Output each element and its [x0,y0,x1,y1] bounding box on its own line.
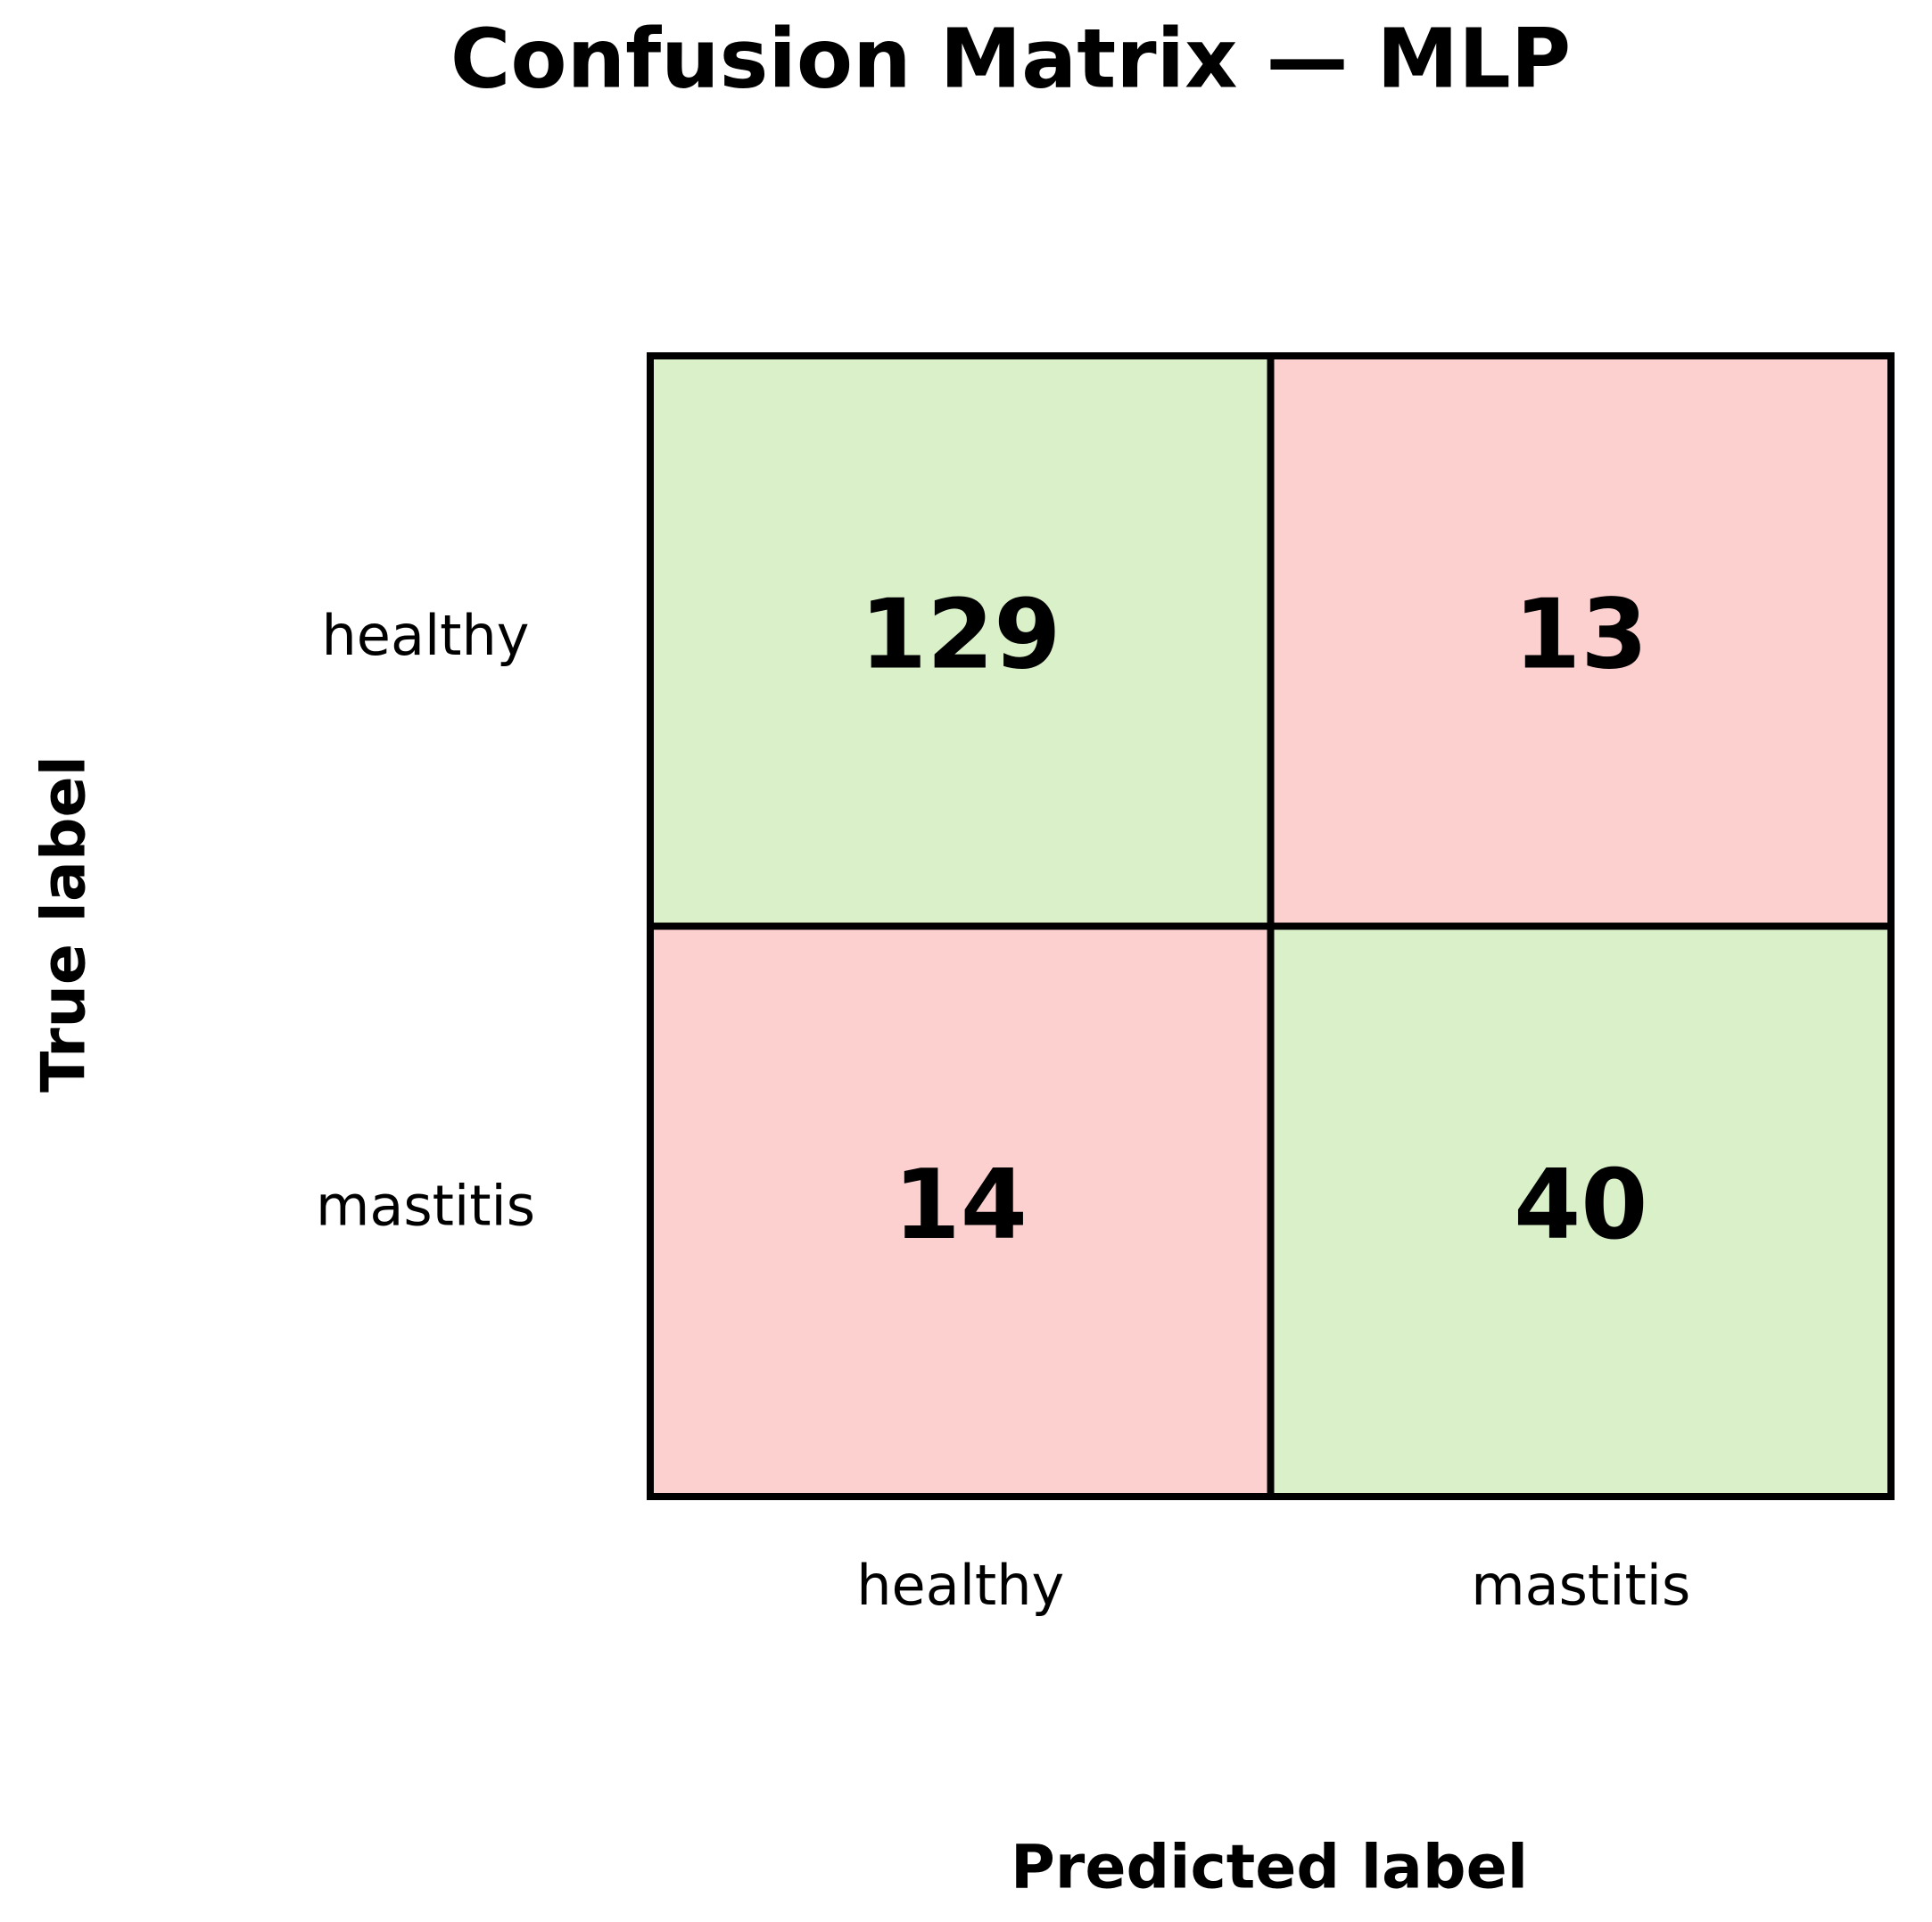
cell [647,352,1275,930]
cell-value: 13 [1514,580,1647,691]
cell-value: 129 [860,580,1061,691]
cell-value: 40 [1514,1150,1647,1261]
y-axis-label: True label [29,755,100,1093]
x-tick-label: healthy [856,1553,1064,1618]
y-tick-label: healthy [322,603,530,668]
x-tick-label: mastitis [1471,1553,1690,1618]
x-axis-label: Predicted label [1011,1833,1528,1903]
cell [647,922,1275,1500]
cell [1267,922,1895,1500]
chart-title: Confusion Matrix — MLP [450,11,1571,106]
frame [648,353,1894,1499]
cell [1267,352,1895,930]
y-tick-label: mastitis [316,1173,535,1238]
cell-value: 14 [894,1150,1028,1261]
